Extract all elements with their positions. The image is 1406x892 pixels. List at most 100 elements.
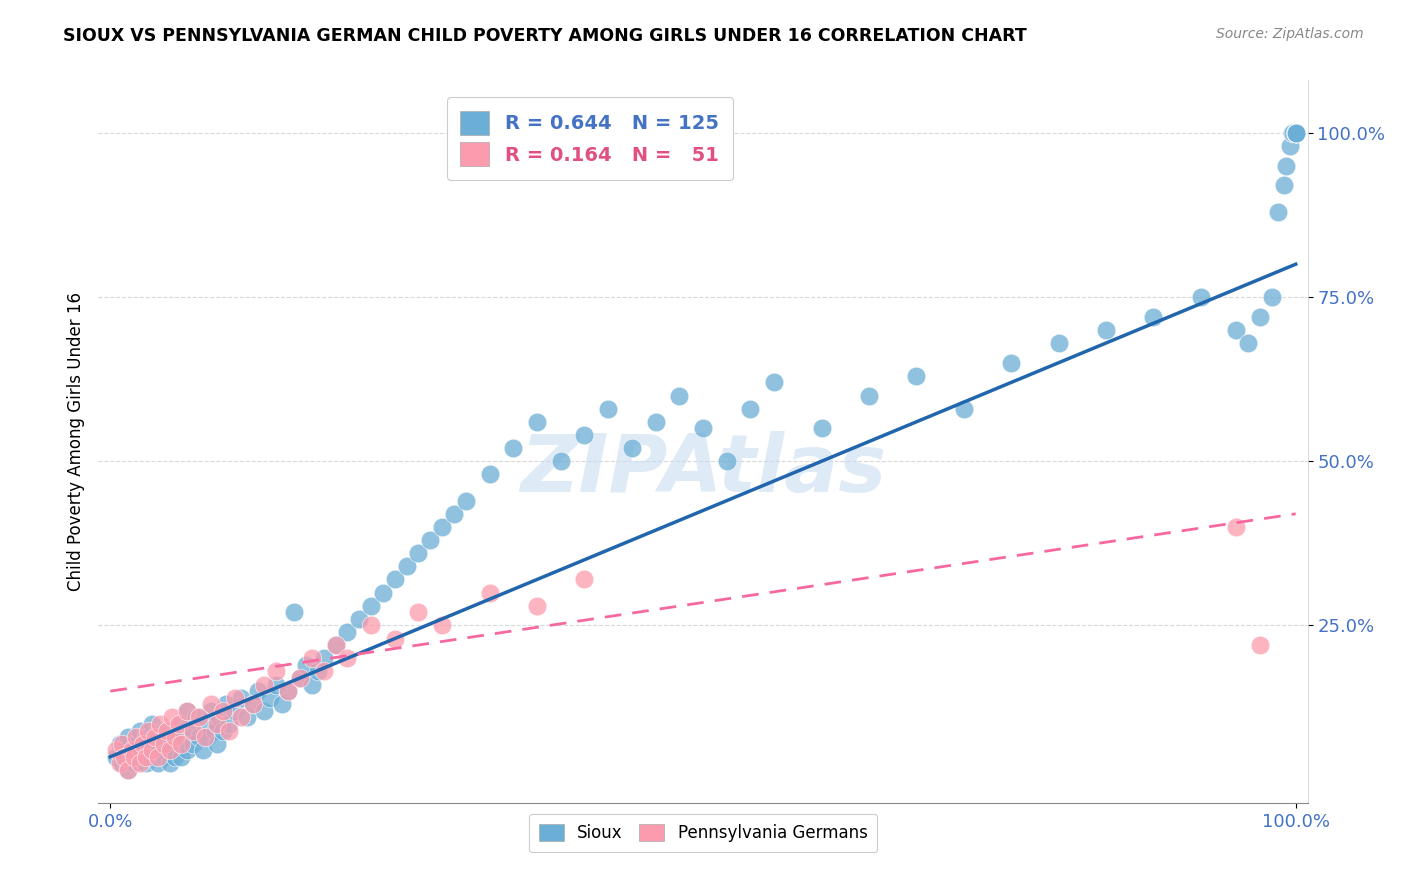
Point xyxy=(205,717,228,731)
Point xyxy=(858,388,880,402)
Point xyxy=(325,638,347,652)
Point xyxy=(1285,126,1308,140)
Point xyxy=(312,665,335,679)
Point xyxy=(242,698,264,712)
Point xyxy=(111,737,134,751)
Point xyxy=(264,665,287,679)
Point xyxy=(247,684,270,698)
Point xyxy=(763,376,786,390)
Point xyxy=(129,749,152,764)
Point xyxy=(384,573,406,587)
Point xyxy=(224,704,246,718)
Point xyxy=(620,441,643,455)
Point xyxy=(122,743,145,757)
Point xyxy=(360,618,382,632)
Point xyxy=(526,599,548,613)
Point xyxy=(105,749,128,764)
Point xyxy=(253,704,276,718)
Point xyxy=(224,690,246,705)
Point xyxy=(1285,126,1308,140)
Legend: Sioux, Pennsylvania Germans: Sioux, Pennsylvania Germans xyxy=(529,814,877,852)
Point xyxy=(1285,126,1308,140)
Point xyxy=(408,546,430,560)
Point xyxy=(176,704,198,718)
Point xyxy=(336,651,359,665)
Point xyxy=(1282,126,1305,140)
Point xyxy=(1275,159,1298,173)
Point xyxy=(146,730,169,744)
Point xyxy=(253,677,276,691)
Point xyxy=(176,743,198,757)
Point xyxy=(212,704,235,718)
Point xyxy=(1285,126,1308,140)
Point xyxy=(1047,336,1070,351)
Point xyxy=(478,467,501,482)
Point xyxy=(170,749,193,764)
Point xyxy=(143,730,166,744)
Point xyxy=(301,677,323,691)
Point xyxy=(229,690,252,705)
Point xyxy=(1285,126,1308,140)
Y-axis label: Child Poverty Among Girls Under 16: Child Poverty Among Girls Under 16 xyxy=(66,292,84,591)
Point xyxy=(1261,290,1284,304)
Point xyxy=(188,710,211,724)
Point xyxy=(325,638,347,652)
Point xyxy=(550,454,572,468)
Point xyxy=(1272,178,1295,193)
Point xyxy=(312,651,335,665)
Point xyxy=(212,723,235,738)
Point xyxy=(668,388,690,402)
Point xyxy=(129,723,152,738)
Point xyxy=(905,368,928,383)
Point xyxy=(208,710,231,724)
Point xyxy=(1278,139,1301,153)
Point xyxy=(200,704,222,718)
Point xyxy=(692,421,714,435)
Point xyxy=(1095,323,1118,337)
Point xyxy=(810,421,832,435)
Point xyxy=(574,428,596,442)
Point xyxy=(105,743,128,757)
Point xyxy=(149,717,172,731)
Point xyxy=(141,717,163,731)
Point xyxy=(1189,290,1212,304)
Point xyxy=(167,737,190,751)
Point xyxy=(432,618,454,632)
Point xyxy=(165,730,187,744)
Point xyxy=(307,665,329,679)
Text: SIOUX VS PENNSYLVANIA GERMAN CHILD POVERTY AMONG GIRLS UNDER 16 CORRELATION CHAR: SIOUX VS PENNSYLVANIA GERMAN CHILD POVER… xyxy=(63,27,1026,45)
Point xyxy=(191,743,214,757)
Point xyxy=(242,698,264,712)
Point xyxy=(419,533,441,547)
Point xyxy=(160,710,183,724)
Point xyxy=(152,723,174,738)
Text: ZIPAtlas: ZIPAtlas xyxy=(520,432,886,509)
Point xyxy=(454,493,477,508)
Point xyxy=(526,415,548,429)
Point xyxy=(125,737,148,751)
Point xyxy=(170,717,193,731)
Point xyxy=(432,520,454,534)
Text: Source: ZipAtlas.com: Source: ZipAtlas.com xyxy=(1216,27,1364,41)
Point xyxy=(121,743,143,757)
Point xyxy=(1285,126,1308,140)
Point xyxy=(184,710,207,724)
Point xyxy=(170,737,193,751)
Point xyxy=(156,737,179,751)
Point xyxy=(108,737,131,751)
Point xyxy=(277,684,299,698)
Point xyxy=(395,559,418,574)
Point xyxy=(197,730,219,744)
Point xyxy=(141,743,163,757)
Point xyxy=(160,743,183,757)
Point xyxy=(125,730,148,744)
Point xyxy=(952,401,974,416)
Point xyxy=(384,632,406,646)
Point xyxy=(165,723,187,738)
Point xyxy=(360,599,382,613)
Point xyxy=(740,401,762,416)
Point xyxy=(644,415,666,429)
Point xyxy=(1285,126,1308,140)
Point xyxy=(218,723,240,738)
Point xyxy=(135,749,157,764)
